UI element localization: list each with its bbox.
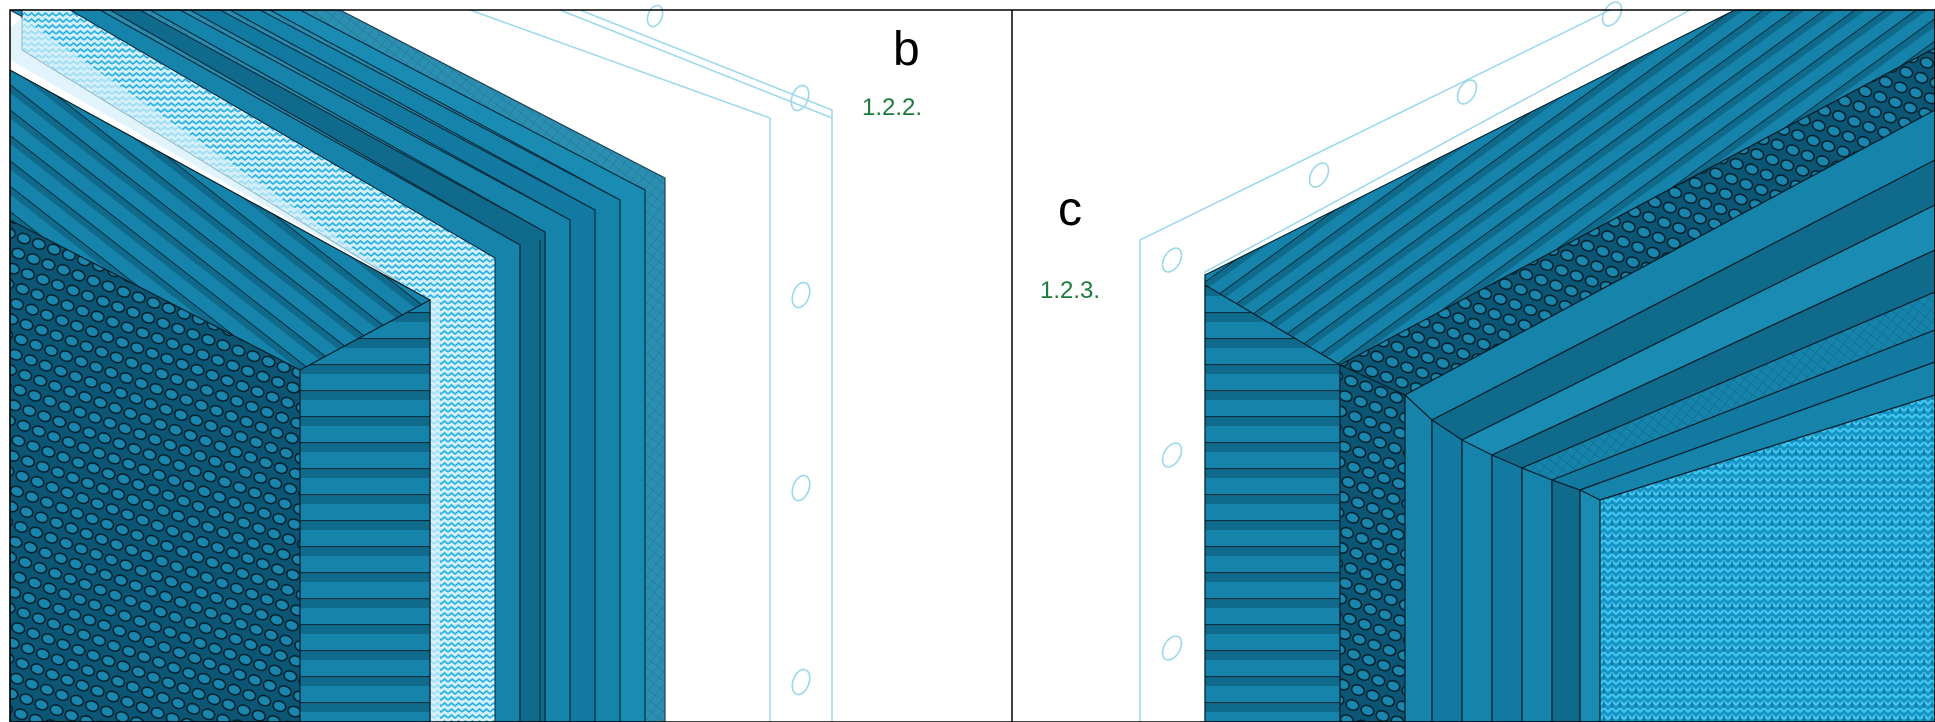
panel-letter-c: c: [1058, 183, 1082, 236]
frame-holes: [646, 4, 811, 696]
dense-knit-layer: [1599, 394, 1935, 722]
panel-c: c 1.2.3.: [1040, 1, 1935, 722]
panel-b: b 1.2.2.: [9, 4, 922, 722]
panel-code-c: 1.2.3.: [1040, 277, 1100, 304]
panel-code-b: 1.2.2.: [862, 94, 922, 121]
stacked-plies-c: [1404, 109, 1935, 722]
figure-border: [9, 9, 1935, 722]
end-cap-column: [1339, 364, 1406, 722]
frame-outline: [469, 9, 833, 722]
frame-holes-c: [1161, 1, 1623, 661]
left-fiber-column: [1204, 283, 1341, 722]
fiber-block: [9, 68, 431, 722]
panel-letter-b: b: [893, 23, 920, 76]
